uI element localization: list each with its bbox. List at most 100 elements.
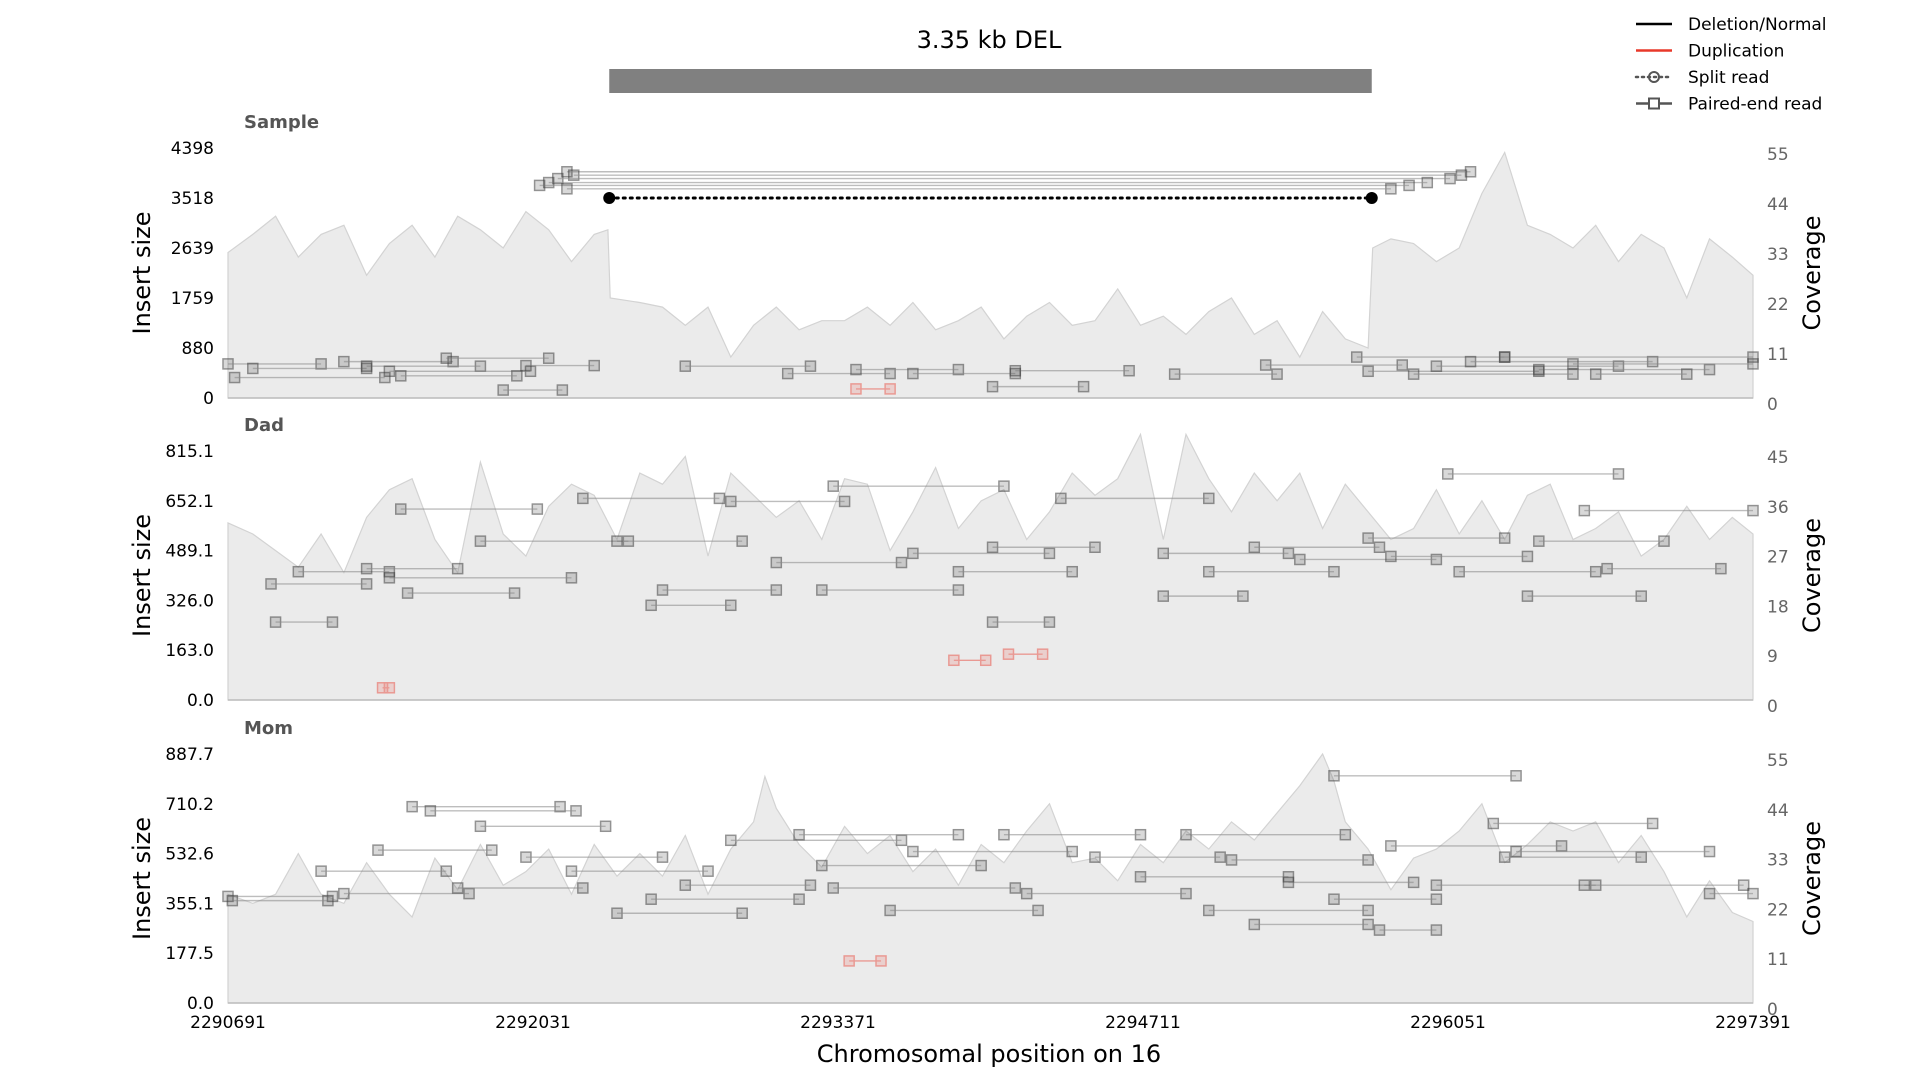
paired-end-read bbox=[907, 845, 1078, 858]
read-end-marker bbox=[383, 565, 396, 578]
read-end-marker bbox=[770, 556, 783, 569]
panel-sample: Sample 0 880 1759 2639 3518 4398 0 11 22 33 44 55 Ins… bbox=[128, 112, 1826, 415]
y-tick-label: 4398 bbox=[171, 139, 214, 159]
read-end-marker bbox=[1430, 360, 1443, 372]
paired-end-read bbox=[338, 887, 475, 900]
paired-end-read bbox=[1373, 924, 1443, 936]
paired-end-read bbox=[265, 578, 373, 590]
read-end-marker bbox=[975, 859, 987, 872]
read-end-marker bbox=[1002, 648, 1015, 660]
read-end-marker bbox=[338, 355, 350, 368]
read-end-marker bbox=[770, 584, 783, 596]
read-end-marker bbox=[1362, 365, 1374, 378]
read-end-marker bbox=[556, 384, 569, 396]
y-tick-label: 163.0 bbox=[165, 641, 214, 661]
paired-end-read bbox=[269, 616, 339, 628]
read-end-marker bbox=[1362, 904, 1374, 917]
read-end-marker bbox=[497, 384, 509, 396]
paired-end-read bbox=[645, 599, 737, 612]
read-end-marker bbox=[1658, 535, 1670, 547]
read-end-marker bbox=[222, 358, 234, 370]
y-tick-label: 710.2 bbox=[165, 795, 214, 815]
read-end-marker bbox=[804, 360, 817, 372]
read-end-marker bbox=[1180, 828, 1192, 841]
paired-end-read bbox=[907, 547, 1056, 560]
read-end-marker bbox=[383, 572, 396, 584]
read-end-marker bbox=[1134, 828, 1147, 841]
paired-end-read bbox=[383, 572, 578, 584]
paired-end-read bbox=[1157, 547, 1295, 560]
read-end-marker bbox=[948, 654, 960, 667]
read-end-marker bbox=[588, 359, 600, 372]
read-end-marker bbox=[1066, 845, 1078, 858]
read-end-marker bbox=[552, 172, 564, 185]
read-end-marker bbox=[884, 904, 896, 917]
panels-group: Sample 0 880 1759 2639 3518 4398 0 11 22 33 44 55 Ins… bbox=[128, 112, 1826, 1033]
paired-end-read bbox=[611, 907, 748, 919]
coverage-area bbox=[227, 432, 1754, 701]
read-end-marker bbox=[907, 547, 919, 560]
read-end-marker bbox=[1009, 882, 1022, 894]
read-end-marker bbox=[1168, 368, 1181, 380]
read-end-marker bbox=[1225, 854, 1238, 866]
read-end-marker bbox=[1635, 590, 1647, 602]
read-end-marker bbox=[376, 682, 389, 694]
read-end-marker bbox=[1203, 492, 1215, 505]
read-end-marker bbox=[567, 169, 580, 181]
y-tick-label: 489.1 bbox=[165, 542, 214, 562]
x-tick-label: 2290691 bbox=[190, 1013, 266, 1033]
read-end-marker bbox=[1430, 924, 1443, 936]
paired-end-read bbox=[395, 503, 544, 515]
paired-end-read bbox=[1248, 541, 1386, 554]
paired-end-read bbox=[565, 865, 714, 877]
read-end-marker bbox=[1430, 553, 1443, 566]
y-tick-label: 177.5 bbox=[165, 944, 214, 964]
read-end-marker bbox=[440, 865, 453, 877]
read-end-marker bbox=[383, 365, 396, 378]
paired-end-read bbox=[1498, 351, 1759, 363]
read-end-marker bbox=[326, 616, 339, 628]
x-axis-label: Chromosomal position on 16 bbox=[817, 1040, 1161, 1068]
read-end-marker bbox=[736, 907, 748, 919]
y-tick-label: 532.6 bbox=[165, 845, 214, 865]
read-end-marker bbox=[781, 367, 794, 380]
coverage-tick-label: 0 bbox=[1767, 1000, 1778, 1020]
panel-mom: Mom 0.0 177.5 355.1 532.6 710.2 887.7 0 11 22 33 44… bbox=[128, 718, 1826, 1033]
y-tick-label: 0 bbox=[203, 389, 214, 409]
read-end-marker bbox=[907, 367, 919, 380]
paired-end-read bbox=[222, 358, 327, 370]
read-end-marker bbox=[611, 907, 623, 919]
read-end-marker bbox=[1498, 351, 1511, 363]
read-end-marker bbox=[1396, 359, 1408, 371]
paired-end-read bbox=[474, 820, 612, 833]
read-end-marker bbox=[424, 805, 437, 817]
paired-end-read bbox=[440, 352, 555, 364]
read-end-marker bbox=[1373, 541, 1386, 554]
read-end-marker bbox=[1567, 358, 1579, 370]
y-tick-label: 326.0 bbox=[165, 591, 214, 611]
paired-end-read bbox=[1487, 817, 1659, 830]
coverage-tick-label: 33 bbox=[1767, 851, 1789, 871]
paired-end-read bbox=[520, 851, 669, 863]
paired-end-read bbox=[1282, 876, 1420, 889]
paired-end-read bbox=[656, 584, 783, 596]
read-end-marker bbox=[645, 893, 657, 905]
read-end-marker bbox=[979, 654, 992, 667]
paired-end-read bbox=[395, 370, 523, 382]
read-end-marker bbox=[338, 887, 350, 900]
paired-end-read bbox=[406, 800, 566, 813]
y-tick-label: 815.1 bbox=[165, 442, 214, 462]
read-end-marker bbox=[1066, 565, 1078, 578]
duplication-read bbox=[843, 955, 887, 967]
read-end-marker bbox=[486, 844, 498, 856]
coverage-tick-label: 11 bbox=[1767, 950, 1789, 970]
paired-end-read bbox=[827, 480, 1010, 492]
read-end-marker bbox=[383, 682, 396, 694]
read-end-marker bbox=[1747, 887, 1759, 900]
legend: Deletion/Normal Duplication Split read Pair… bbox=[1634, 15, 1827, 115]
paired-end-read bbox=[1157, 590, 1249, 602]
paired-end-read bbox=[645, 893, 805, 905]
coverage-tick-label: 44 bbox=[1767, 801, 1789, 821]
read-end-marker bbox=[1715, 562, 1727, 575]
